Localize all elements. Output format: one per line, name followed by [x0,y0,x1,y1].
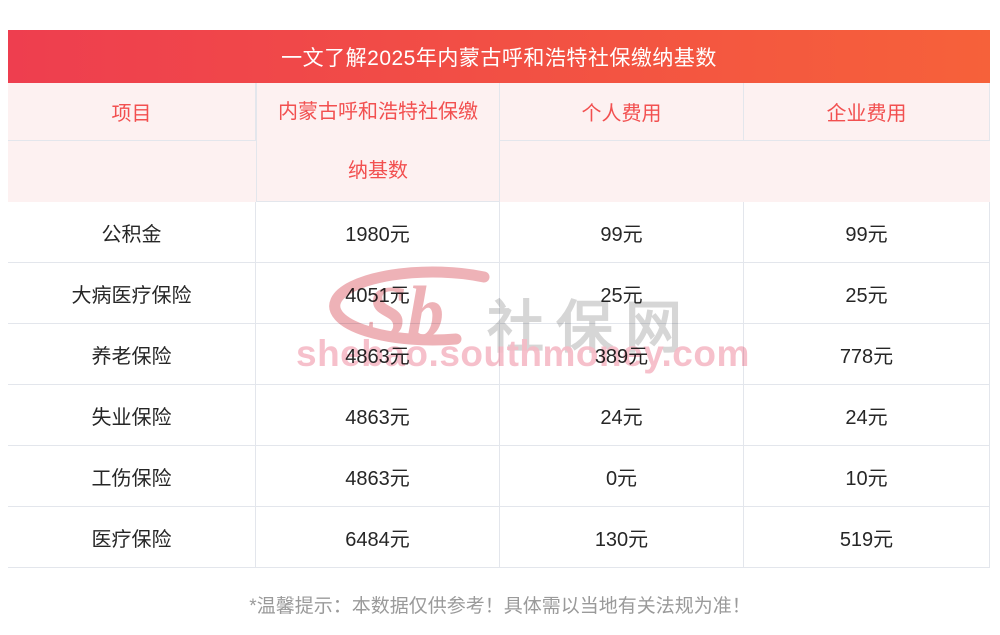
column-header-company: 企业费用 [744,83,990,141]
item-cell: 医疗保险 [8,507,256,568]
personal-cell: 0元 [500,446,744,507]
title-banner: 一文了解2025年内蒙古呼和浩特社保缴纳基数 [8,30,990,83]
base-cell: 4863元 [256,324,500,385]
footer-note: *温馨提示：本数据仅供参考！具体需以当地有关法规为准！ [249,596,751,617]
personal-cell: 25元 [500,263,744,324]
base-cell: 6484元 [256,507,500,568]
column-header-base: 内蒙古呼和浩特社保缴纳基数 [256,83,500,202]
base-cell: 4863元 [256,385,500,446]
personal-cell: 24元 [500,385,744,446]
item-cell: 失业保险 [8,385,256,446]
header-filler [500,141,744,202]
page-title: 一文了解2025年内蒙古呼和浩特社保缴纳基数 [281,46,717,70]
base-cell: 4051元 [256,263,500,324]
company-cell: 24元 [744,385,990,446]
company-cell: 778元 [744,324,990,385]
company-cell: 10元 [744,446,990,507]
item-cell: 公积金 [8,202,256,263]
company-cell: 519元 [744,507,990,568]
item-cell: 工伤保险 [8,446,256,507]
company-cell: 25元 [744,263,990,324]
base-cell: 4863元 [256,446,500,507]
personal-cell: 389元 [500,324,744,385]
company-cell: 99元 [744,202,990,263]
base-cell: 1980元 [256,202,500,263]
header-filler [744,141,990,202]
social-insurance-table: 项目 内蒙古呼和浩特社保缴纳基数 个人费用 企业费用 公积金 1980元 99元… [8,83,990,568]
column-header-item: 项目 [8,83,256,141]
column-header-personal: 个人费用 [500,83,744,141]
personal-cell: 99元 [500,202,744,263]
item-cell: 养老保险 [8,324,256,385]
personal-cell: 130元 [500,507,744,568]
header-filler [8,141,256,202]
item-cell: 大病医疗保险 [8,263,256,324]
